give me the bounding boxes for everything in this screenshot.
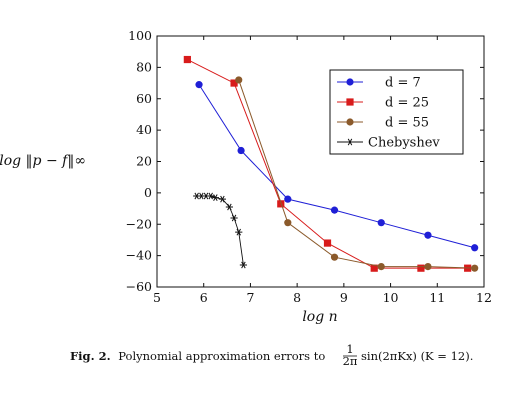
data-point: [235, 76, 243, 84]
caption-frac-num: 1: [346, 342, 353, 356]
y-tick-label: −60: [126, 279, 152, 294]
x-tick-label: 9: [340, 290, 348, 305]
x-axis-label: log n: [302, 309, 337, 325]
data-point: [330, 206, 339, 214]
caption-label: Fig. 2.: [70, 349, 111, 363]
data-point: [207, 192, 215, 200]
data-point: [424, 263, 432, 271]
data-point: [377, 263, 385, 271]
data-point: [218, 195, 226, 203]
data-point: [471, 264, 479, 272]
legend-marker: [346, 78, 354, 86]
y-tick-label: 20: [136, 154, 152, 169]
series-line: [238, 79, 475, 269]
data-point: [471, 244, 479, 252]
x-tick-label: 11: [429, 290, 445, 305]
series-3: [235, 76, 479, 272]
y-tick-label: 60: [136, 91, 152, 106]
data-point: [370, 264, 378, 272]
data-point: [424, 231, 432, 239]
data-point: [225, 203, 234, 211]
y-tick-label: 100: [128, 28, 152, 43]
figure-caption: Fig. 2. Polynomial approximation errors …: [70, 349, 325, 363]
data-point: [230, 79, 238, 87]
legend-entry: d = 25: [337, 96, 429, 111]
x-tick-label: 10: [383, 290, 399, 305]
data-point: [230, 214, 238, 222]
y-axis-label: log ‖p − f‖∞: [0, 153, 86, 169]
legend-label: d = 55: [385, 116, 429, 131]
legend-marker: [346, 138, 354, 146]
y-tick-label: −40: [126, 248, 152, 263]
legend-label: d = 25: [385, 96, 429, 111]
caption-text-after: sin(2πKx) (K = 12).: [361, 349, 473, 363]
x-tick-label: 5: [153, 290, 161, 305]
data-point: [211, 194, 219, 201]
data-point: [323, 239, 332, 247]
data-point: [183, 55, 191, 64]
x-tick-label: 12: [476, 290, 492, 305]
series-layer: [183, 55, 479, 272]
series-1: [195, 81, 479, 252]
legend-label: Chebyshev: [368, 136, 440, 151]
legend-label: d = 7: [385, 76, 421, 91]
data-point: [284, 195, 292, 203]
legend-entry: d = 7: [337, 76, 421, 91]
legend-marker: [346, 98, 354, 106]
legend-entry: d = 55: [337, 116, 429, 131]
series-4: [193, 192, 248, 269]
data-point: [239, 261, 248, 269]
caption-text-before: Polynomial approximation errors to: [118, 349, 325, 363]
data-point: [237, 146, 245, 155]
axis-ticks: 5 6 7 8 9 10 11 12 −60 −40 −20 0 20 40 60 80 100: [126, 28, 492, 305]
data-point: [417, 264, 425, 272]
data-point: [330, 253, 339, 261]
x-tick-label: 6: [200, 290, 208, 305]
x-tick-label: 8: [293, 290, 301, 305]
y-tick-label: 0: [144, 185, 152, 200]
caption-frac-den: 2π: [343, 354, 358, 368]
data-point: [277, 200, 285, 208]
data-point: [377, 219, 385, 227]
y-tick-label: −20: [126, 216, 152, 231]
data-point: [284, 219, 292, 227]
data-point: [235, 228, 243, 236]
y-tick-label: 80: [136, 59, 152, 74]
x-tick-label: 7: [246, 290, 254, 305]
y-tick-label: 40: [136, 122, 152, 137]
data-point: [195, 81, 203, 89]
legend-entry: Chebyshev: [337, 136, 440, 151]
legend: d = 7 d = 25 d = 55 Chebyshev: [329, 69, 464, 155]
legend-marker: [346, 118, 354, 126]
series-line: [196, 195, 244, 266]
